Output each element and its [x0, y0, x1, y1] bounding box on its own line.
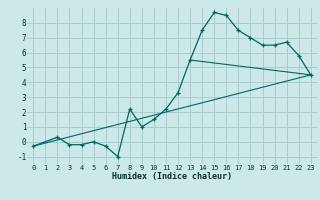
X-axis label: Humidex (Indice chaleur): Humidex (Indice chaleur) — [112, 172, 232, 181]
